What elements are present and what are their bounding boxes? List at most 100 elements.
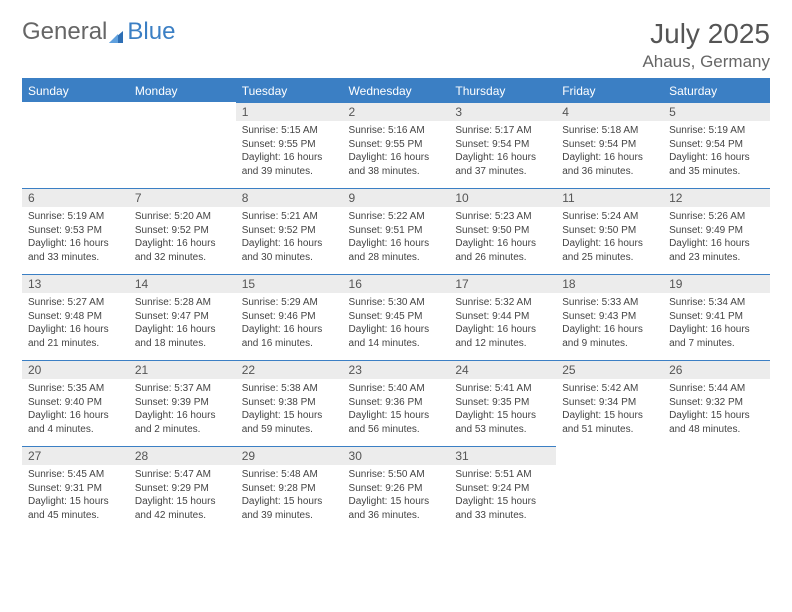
calendar-cell: [22, 102, 129, 188]
day-number: 18: [556, 274, 663, 293]
day-details: Sunrise: 5:18 AMSunset: 9:54 PMDaylight:…: [556, 121, 663, 182]
day-details: Sunrise: 5:37 AMSunset: 9:39 PMDaylight:…: [129, 379, 236, 440]
title-block: July 2025 Ahaus, Germany: [642, 18, 770, 72]
day-details: Sunrise: 5:16 AMSunset: 9:55 PMDaylight:…: [343, 121, 450, 182]
brand-blue: Blue: [127, 18, 175, 46]
day-number: 4: [556, 102, 663, 121]
calendar-cell: 16Sunrise: 5:30 AMSunset: 9:45 PMDayligh…: [343, 274, 450, 360]
day-details: Sunrise: 5:48 AMSunset: 9:28 PMDaylight:…: [236, 465, 343, 526]
calendar-table: Sunday Monday Tuesday Wednesday Thursday…: [22, 80, 770, 532]
calendar-cell: 4Sunrise: 5:18 AMSunset: 9:54 PMDaylight…: [556, 102, 663, 188]
day-details: Sunrise: 5:50 AMSunset: 9:26 PMDaylight:…: [343, 465, 450, 526]
calendar-cell: 31Sunrise: 5:51 AMSunset: 9:24 PMDayligh…: [449, 446, 556, 532]
day-details: Sunrise: 5:40 AMSunset: 9:36 PMDaylight:…: [343, 379, 450, 440]
day-number: 15: [236, 274, 343, 293]
calendar-cell: 15Sunrise: 5:29 AMSunset: 9:46 PMDayligh…: [236, 274, 343, 360]
calendar-cell: 30Sunrise: 5:50 AMSunset: 9:26 PMDayligh…: [343, 446, 450, 532]
weekday-header: Saturday: [663, 80, 770, 102]
brand-logo: General Blue: [22, 18, 175, 46]
calendar-row: 13Sunrise: 5:27 AMSunset: 9:48 PMDayligh…: [22, 274, 770, 360]
weekday-header-row: Sunday Monday Tuesday Wednesday Thursday…: [22, 80, 770, 102]
day-number: 6: [22, 188, 129, 207]
day-number: 20: [22, 360, 129, 379]
day-details: Sunrise: 5:47 AMSunset: 9:29 PMDaylight:…: [129, 465, 236, 526]
day-number: 22: [236, 360, 343, 379]
day-details: Sunrise: 5:15 AMSunset: 9:55 PMDaylight:…: [236, 121, 343, 182]
calendar-cell: 9Sunrise: 5:22 AMSunset: 9:51 PMDaylight…: [343, 188, 450, 274]
calendar-cell: 10Sunrise: 5:23 AMSunset: 9:50 PMDayligh…: [449, 188, 556, 274]
brand-general: General: [22, 18, 107, 46]
day-details: Sunrise: 5:33 AMSunset: 9:43 PMDaylight:…: [556, 293, 663, 354]
weekday-header: Wednesday: [343, 80, 450, 102]
calendar-cell: 23Sunrise: 5:40 AMSunset: 9:36 PMDayligh…: [343, 360, 450, 446]
day-number: 12: [663, 188, 770, 207]
day-details: Sunrise: 5:19 AMSunset: 9:54 PMDaylight:…: [663, 121, 770, 182]
calendar-cell: 25Sunrise: 5:42 AMSunset: 9:34 PMDayligh…: [556, 360, 663, 446]
sail-icon: [109, 24, 125, 40]
day-details: Sunrise: 5:27 AMSunset: 9:48 PMDaylight:…: [22, 293, 129, 354]
day-number: 29: [236, 446, 343, 465]
day-details: Sunrise: 5:19 AMSunset: 9:53 PMDaylight:…: [22, 207, 129, 268]
day-details: Sunrise: 5:38 AMSunset: 9:38 PMDaylight:…: [236, 379, 343, 440]
day-number: 11: [556, 188, 663, 207]
calendar-cell: 26Sunrise: 5:44 AMSunset: 9:32 PMDayligh…: [663, 360, 770, 446]
day-details: Sunrise: 5:35 AMSunset: 9:40 PMDaylight:…: [22, 379, 129, 440]
calendar-cell: 13Sunrise: 5:27 AMSunset: 9:48 PMDayligh…: [22, 274, 129, 360]
calendar-cell: 6Sunrise: 5:19 AMSunset: 9:53 PMDaylight…: [22, 188, 129, 274]
day-details: Sunrise: 5:23 AMSunset: 9:50 PMDaylight:…: [449, 207, 556, 268]
day-number: 24: [449, 360, 556, 379]
calendar-cell: 1Sunrise: 5:15 AMSunset: 9:55 PMDaylight…: [236, 102, 343, 188]
calendar-row: 27Sunrise: 5:45 AMSunset: 9:31 PMDayligh…: [22, 446, 770, 532]
weekday-header: Friday: [556, 80, 663, 102]
calendar-row: 1Sunrise: 5:15 AMSunset: 9:55 PMDaylight…: [22, 102, 770, 188]
month-title: July 2025: [642, 18, 770, 50]
day-number: 19: [663, 274, 770, 293]
day-details: Sunrise: 5:17 AMSunset: 9:54 PMDaylight:…: [449, 121, 556, 182]
weekday-header: Thursday: [449, 80, 556, 102]
day-number: 5: [663, 102, 770, 121]
day-number: 1: [236, 102, 343, 121]
weekday-header: Sunday: [22, 80, 129, 102]
calendar-cell: [556, 446, 663, 532]
day-number: 21: [129, 360, 236, 379]
calendar-cell: 21Sunrise: 5:37 AMSunset: 9:39 PMDayligh…: [129, 360, 236, 446]
day-number: 16: [343, 274, 450, 293]
day-details: Sunrise: 5:29 AMSunset: 9:46 PMDaylight:…: [236, 293, 343, 354]
day-number: 31: [449, 446, 556, 465]
calendar-body: 1Sunrise: 5:15 AMSunset: 9:55 PMDaylight…: [22, 102, 770, 532]
weekday-header: Monday: [129, 80, 236, 102]
day-details: Sunrise: 5:21 AMSunset: 9:52 PMDaylight:…: [236, 207, 343, 268]
header-row: General Blue July 2025 Ahaus, Germany: [22, 18, 770, 72]
day-number: 17: [449, 274, 556, 293]
day-details: Sunrise: 5:26 AMSunset: 9:49 PMDaylight:…: [663, 207, 770, 268]
day-details: Sunrise: 5:41 AMSunset: 9:35 PMDaylight:…: [449, 379, 556, 440]
day-number: 7: [129, 188, 236, 207]
day-details: Sunrise: 5:30 AMSunset: 9:45 PMDaylight:…: [343, 293, 450, 354]
day-number: 27: [22, 446, 129, 465]
day-details: Sunrise: 5:42 AMSunset: 9:34 PMDaylight:…: [556, 379, 663, 440]
day-details: Sunrise: 5:32 AMSunset: 9:44 PMDaylight:…: [449, 293, 556, 354]
day-number: 10: [449, 188, 556, 207]
calendar-cell: 20Sunrise: 5:35 AMSunset: 9:40 PMDayligh…: [22, 360, 129, 446]
calendar-cell: [129, 102, 236, 188]
calendar-cell: 5Sunrise: 5:19 AMSunset: 9:54 PMDaylight…: [663, 102, 770, 188]
calendar-cell: 8Sunrise: 5:21 AMSunset: 9:52 PMDaylight…: [236, 188, 343, 274]
day-number: 28: [129, 446, 236, 465]
calendar-cell: 11Sunrise: 5:24 AMSunset: 9:50 PMDayligh…: [556, 188, 663, 274]
day-details: Sunrise: 5:51 AMSunset: 9:24 PMDaylight:…: [449, 465, 556, 526]
day-details: Sunrise: 5:24 AMSunset: 9:50 PMDaylight:…: [556, 207, 663, 268]
day-details: Sunrise: 5:22 AMSunset: 9:51 PMDaylight:…: [343, 207, 450, 268]
page-container: General Blue July 2025 Ahaus, Germany Su…: [0, 0, 792, 532]
day-number: 2: [343, 102, 450, 121]
day-number: 9: [343, 188, 450, 207]
calendar-cell: 27Sunrise: 5:45 AMSunset: 9:31 PMDayligh…: [22, 446, 129, 532]
calendar-row: 6Sunrise: 5:19 AMSunset: 9:53 PMDaylight…: [22, 188, 770, 274]
day-number: 26: [663, 360, 770, 379]
day-details: Sunrise: 5:45 AMSunset: 9:31 PMDaylight:…: [22, 465, 129, 526]
calendar-cell: 2Sunrise: 5:16 AMSunset: 9:55 PMDaylight…: [343, 102, 450, 188]
day-details: Sunrise: 5:20 AMSunset: 9:52 PMDaylight:…: [129, 207, 236, 268]
calendar-cell: 22Sunrise: 5:38 AMSunset: 9:38 PMDayligh…: [236, 360, 343, 446]
location-label: Ahaus, Germany: [642, 52, 770, 72]
calendar-cell: 17Sunrise: 5:32 AMSunset: 9:44 PMDayligh…: [449, 274, 556, 360]
calendar-cell: 19Sunrise: 5:34 AMSunset: 9:41 PMDayligh…: [663, 274, 770, 360]
